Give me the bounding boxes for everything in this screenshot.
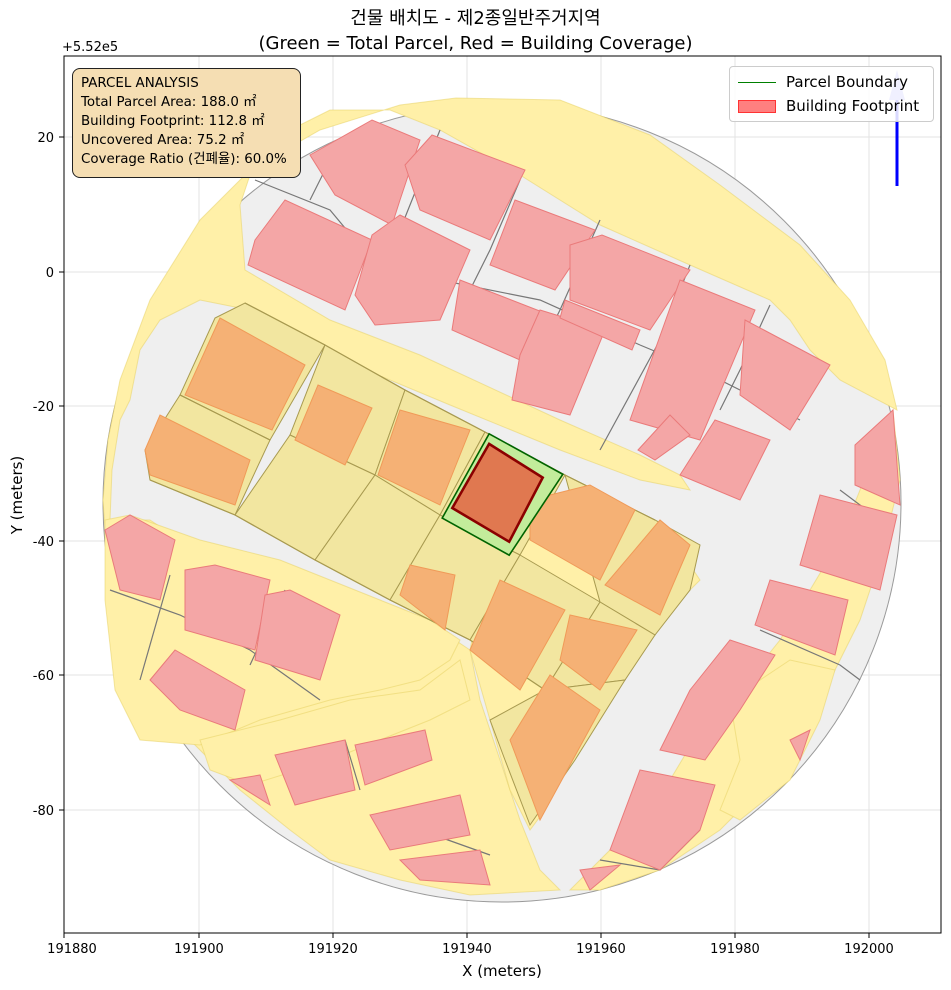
x-tick-labels: 191880 191900 191920 191940 191960 19198… [47,942,894,957]
coverage-ratio: Coverage Ratio (건폐율): 60.0% [81,152,287,167]
analysis-heading: PARCEL ANALYSIS [81,76,199,91]
neighbor-buildings [144,317,691,822]
building-footprint-area: Building Footprint: 112.8 ㎡ [81,114,265,129]
y-tick-label: -60 [33,669,54,684]
x-tick-label: 192000 [844,942,894,957]
chart-title: 건물 배치도 - 제2종일반주거지역 (Green = Total Parcel… [0,6,951,56]
y-tick-label: 0 [46,266,54,281]
legend-item-building: Building Footprint [738,96,919,116]
legend-swatch-building [738,99,776,113]
tick-marks [59,136,870,938]
axes-frame [63,55,942,934]
legend: Parcel Boundary Building Footprint [729,66,934,122]
legend-item-parcel: Parcel Boundary [738,72,908,92]
y-tick-label: -80 [33,804,54,819]
legend-label-parcel: Parcel Boundary [786,73,909,91]
x-tick-label: 191980 [710,942,760,957]
y-offset-text: +5.52e5 [62,40,118,55]
x-tick-label: 191920 [308,942,358,957]
total-parcel-area: Total Parcel Area: 188.0 ㎡ [81,95,257,110]
buildings [104,119,901,891]
x-tick-label: 191940 [442,942,492,957]
x-tick-label: 191960 [576,942,626,957]
target-building-footprint[interactable] [450,442,545,544]
y-tick-label: -40 [33,535,54,550]
y-tick-labels: 20 0 -20 -40 -60 -80 [33,131,54,819]
y-tick-label: 20 [37,131,54,146]
title-line-2: (Green = Total Parcel, Red = Building Co… [258,33,693,54]
y-axis-label: Y (meters) [8,456,26,536]
x-tick-label: 191900 [174,942,224,957]
x-axis-label: X (meters) [462,962,542,980]
x-tick-label: 191880 [47,942,97,957]
legend-label-building: Building Footprint [786,97,920,115]
y-tick-label: -20 [33,400,54,415]
legend-swatch-parcel [738,81,776,83]
parcel-analysis-box: PARCEL ANALYSIS Total Parcel Area: 188.0… [72,68,301,178]
title-line-1: 건물 배치도 - 제2종일반주거지역 [350,8,601,29]
uncovered-area: Uncovered Area: 75.2 ㎡ [81,133,245,148]
